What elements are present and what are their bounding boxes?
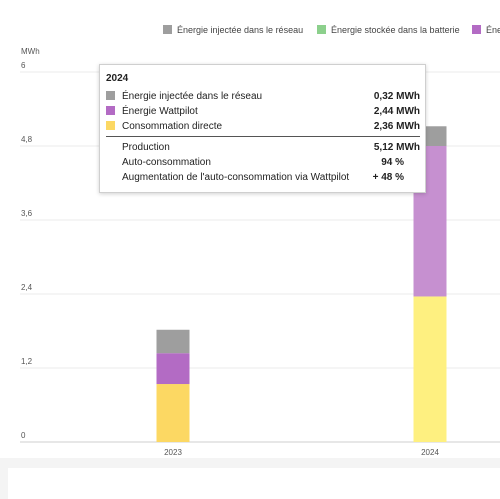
bar-segment	[413, 296, 447, 442]
y-tick-label: 6	[21, 61, 26, 70]
tooltip-separator	[106, 136, 420, 137]
bar-segment	[156, 353, 190, 385]
bottom-panel	[8, 468, 500, 499]
legend-swatch	[472, 25, 481, 34]
legend-label: Éne	[486, 25, 500, 35]
x-tick-label: 2024	[421, 448, 439, 457]
tooltip-row-wattpilot: Énergie Wattpilot 2,44 MWh	[106, 105, 420, 119]
tooltip-summary-self-consumption: Auto-consommation 94 %	[106, 156, 420, 170]
legend-item-wattpilot[interactable]: Éne	[472, 24, 500, 36]
chart-tooltip: 2024 Énergie injectée dans le réseau 0,3…	[99, 64, 426, 193]
legend-item-battery[interactable]: Énergie stockée dans la batterie	[317, 24, 460, 36]
legend-label: Énergie injectée dans le réseau	[177, 25, 304, 35]
tooltip-title: 2024	[106, 73, 129, 84]
tooltip-swatch	[106, 121, 115, 130]
bar-segment	[156, 329, 190, 354]
y-tick-label: 2,4	[21, 283, 33, 292]
tooltip-swatch	[106, 106, 115, 115]
y-axis-ticks: 0 1,2 2,4 3,6 4,8 6	[21, 61, 33, 440]
tooltip-row-grid-injection: Énergie injectée dans le réseau 0,32 MWh	[106, 90, 420, 104]
tooltip-summary-value: 5,12 MWh	[373, 142, 420, 153]
x-axis-ticks: 2023 2024	[164, 448, 439, 457]
x-tick-label: 2023	[164, 448, 182, 457]
tooltip-row-label: Énergie injectée dans le réseau	[122, 91, 263, 102]
y-tick-label: 4,8	[21, 135, 33, 144]
tooltip-row-value: 0,32 MWh	[373, 91, 420, 102]
y-tick-label: 3,6	[21, 209, 33, 218]
tooltip-summary-increase: Augmentation de l'auto-consommation via …	[106, 171, 420, 185]
tooltip-row-label: Consommation directe	[122, 121, 223, 132]
tooltip-row-value: 2,36 MWh	[373, 121, 420, 132]
bar-segment	[156, 384, 190, 442]
tooltip-summary-value: 94 %	[381, 157, 404, 168]
y-tick-label: 1,2	[21, 357, 33, 366]
tooltip-summary-production: Production 5,12 MWh	[106, 141, 420, 155]
legend-item-grid-injection[interactable]: Énergie injectée dans le réseau	[163, 24, 303, 36]
tooltip-row-label: Énergie Wattpilot	[122, 106, 198, 117]
chart-card: Énergie injectée dans le réseau Énergie …	[0, 0, 500, 458]
tooltip-row-direct: Consommation directe 2,36 MWh	[106, 120, 420, 134]
tooltip-swatch	[106, 91, 115, 100]
tooltip-summary-label: Production	[122, 142, 170, 153]
tooltip-summary-label: Augmentation de l'auto-consommation via …	[122, 172, 350, 183]
tooltip-summary-value: + 48 %	[372, 172, 404, 183]
tooltip-summary-label: Auto-consommation	[122, 157, 211, 168]
legend-swatch	[163, 25, 172, 34]
legend-swatch	[317, 25, 326, 34]
y-axis-unit: MWh	[21, 47, 40, 56]
legend-label: Énergie stockée dans la batterie	[331, 25, 460, 35]
y-tick-label: 0	[21, 431, 26, 440]
tooltip-row-value: 2,44 MWh	[373, 106, 420, 117]
